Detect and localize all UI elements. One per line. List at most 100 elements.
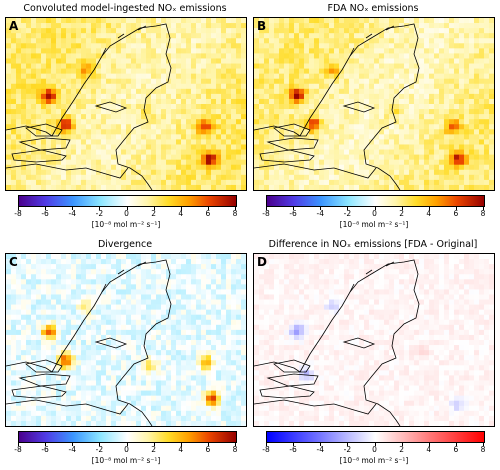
heat-cell bbox=[166, 119, 172, 125]
heat-cell bbox=[31, 93, 37, 100]
heat-cell bbox=[51, 420, 57, 426]
heat-cell bbox=[469, 73, 475, 80]
heat-cell bbox=[161, 375, 167, 381]
heat-cell bbox=[121, 350, 127, 356]
heat-cell bbox=[459, 104, 465, 110]
country-outline bbox=[18, 373, 71, 387]
heat-cell bbox=[284, 169, 290, 176]
heat-cell bbox=[121, 18, 127, 24]
heat-cell bbox=[11, 63, 17, 69]
heat-cell bbox=[274, 93, 280, 100]
heat-cell bbox=[121, 304, 127, 310]
heat-cell bbox=[206, 360, 212, 366]
heat-cell bbox=[236, 149, 242, 155]
heat-cell bbox=[66, 304, 72, 310]
heat-cell bbox=[226, 340, 232, 346]
heat-cell bbox=[379, 149, 385, 155]
heat-cell bbox=[171, 154, 177, 160]
heat-cell bbox=[379, 179, 385, 186]
heat-cell bbox=[86, 380, 92, 386]
heat-cell bbox=[16, 329, 22, 336]
heat-cell bbox=[31, 264, 37, 270]
heat-cell bbox=[71, 395, 77, 402]
heat-cell bbox=[101, 385, 107, 391]
heat-cell bbox=[186, 18, 192, 24]
heat-cell bbox=[389, 169, 395, 176]
heat-cell bbox=[279, 119, 285, 125]
heat-cell bbox=[211, 269, 217, 275]
heat-cell bbox=[379, 174, 385, 181]
heat-cell bbox=[86, 370, 92, 376]
heat-cell bbox=[344, 174, 350, 181]
heat-cell bbox=[374, 169, 380, 176]
heat-cell bbox=[11, 18, 17, 24]
heat-cell bbox=[156, 400, 162, 407]
heat-cell bbox=[221, 334, 227, 341]
heat-cell bbox=[101, 360, 107, 366]
heat-cell bbox=[334, 114, 340, 120]
heat-cell bbox=[26, 129, 32, 135]
heat-cell bbox=[354, 144, 360, 150]
heat-cell bbox=[6, 33, 12, 39]
heat-cell bbox=[176, 28, 182, 34]
heat-cell bbox=[484, 33, 490, 39]
heat-cell bbox=[26, 184, 32, 190]
heat-cell bbox=[26, 104, 32, 110]
heat-cell bbox=[176, 395, 182, 402]
heat-cell bbox=[444, 28, 450, 34]
heat-cell bbox=[131, 279, 137, 285]
heat-cell bbox=[76, 390, 82, 396]
heat-cell bbox=[241, 304, 246, 310]
heat-cell bbox=[459, 144, 465, 150]
heat-cell bbox=[484, 58, 490, 64]
heat-cell bbox=[6, 334, 12, 341]
heat-cell bbox=[216, 88, 222, 95]
heat-cell bbox=[181, 68, 187, 74]
heat-cell bbox=[409, 104, 415, 110]
heat-cell bbox=[176, 109, 182, 115]
heat-cell bbox=[196, 134, 202, 140]
heat-cell bbox=[96, 319, 102, 326]
heat-cell bbox=[196, 289, 202, 295]
heat-cell bbox=[21, 68, 27, 74]
heat-cell bbox=[439, 88, 445, 95]
heat-cell bbox=[191, 18, 197, 24]
heat-cell bbox=[146, 154, 152, 160]
heat-cell bbox=[76, 420, 82, 426]
heat-cell bbox=[146, 169, 152, 176]
heat-cell bbox=[161, 83, 167, 90]
heat-cell bbox=[16, 264, 22, 270]
heat-cell bbox=[226, 284, 232, 290]
heat-cell bbox=[324, 58, 330, 64]
heat-cell bbox=[101, 415, 107, 422]
heat-cell bbox=[176, 345, 182, 351]
heat-cell bbox=[264, 78, 270, 85]
heat-cell bbox=[191, 83, 197, 90]
heat-cell bbox=[359, 159, 365, 166]
heat-cell bbox=[309, 18, 315, 24]
heat-cell bbox=[384, 104, 390, 110]
heat-cell bbox=[66, 259, 72, 265]
heat-cell bbox=[16, 395, 22, 402]
heat-cell bbox=[126, 58, 132, 64]
heat-cell bbox=[444, 88, 450, 95]
heat-cell bbox=[116, 309, 122, 316]
heat-cell bbox=[414, 164, 420, 171]
heat-cell bbox=[131, 329, 137, 336]
heat-cell bbox=[186, 385, 192, 391]
heat-cell bbox=[101, 304, 107, 310]
heat-cell bbox=[264, 174, 270, 181]
heat-cell bbox=[196, 309, 202, 316]
heat-cell bbox=[279, 174, 285, 181]
heat-cell bbox=[181, 104, 187, 110]
heat-cell bbox=[46, 264, 52, 270]
heat-cell bbox=[404, 43, 410, 49]
heat-cell bbox=[429, 134, 435, 140]
heat-cell bbox=[56, 119, 62, 125]
heat-cell bbox=[309, 88, 315, 95]
heat-cell bbox=[26, 284, 32, 290]
heat-cell bbox=[384, 18, 390, 24]
heat-cell bbox=[474, 139, 480, 145]
heat-cell bbox=[106, 68, 112, 74]
heat-cell bbox=[374, 104, 380, 110]
